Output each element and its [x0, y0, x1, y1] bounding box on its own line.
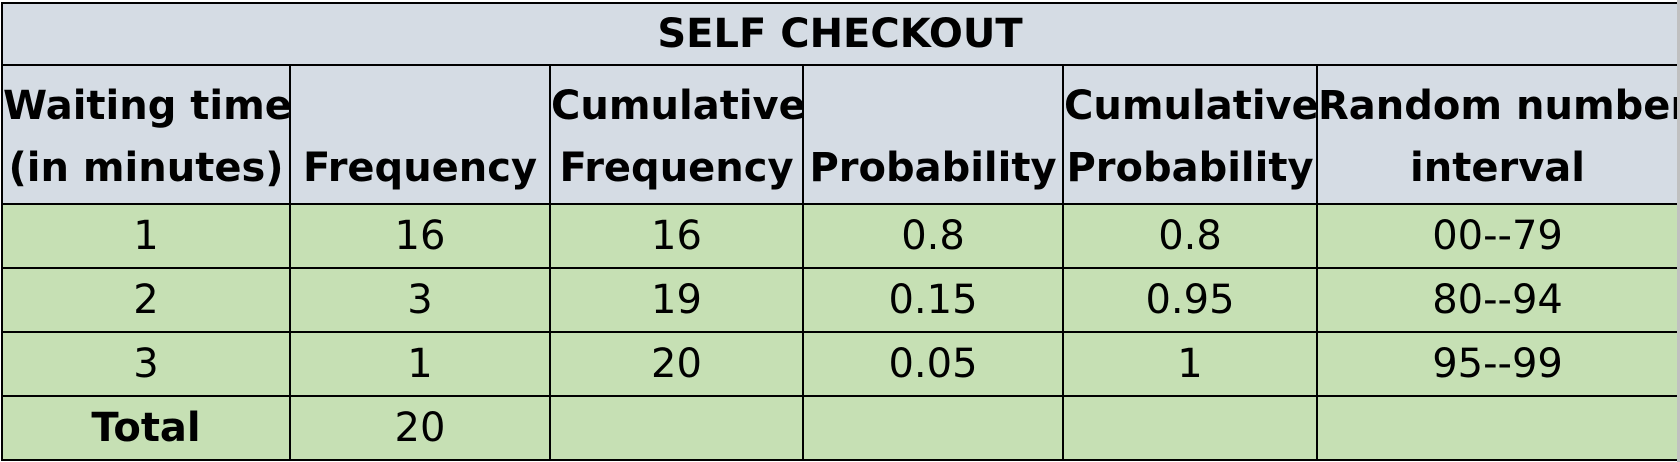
table-row: 2 3 19 0.15 0.95 80--94 [1, 267, 1680, 333]
table-row: 3 1 20 0.05 1 95--99 [1, 331, 1680, 397]
header-cumulative-probability[interactable]: Cumulative Probability [1062, 64, 1318, 205]
header-waiting-time[interactable]: Waiting time (in minutes) [1, 64, 291, 205]
cell-total-cumulative-probability[interactable] [1062, 395, 1318, 461]
cell-cumulative-frequency[interactable]: 20 [549, 331, 804, 397]
cell-total-probability[interactable] [802, 395, 1064, 461]
cell-waiting-time[interactable]: 2 [1, 267, 291, 333]
header-frequency[interactable]: Frequency [289, 64, 551, 205]
header-line-2: Frequency [302, 145, 538, 191]
cell-random-number-interval[interactable]: 80--94 [1315, 267, 1680, 333]
header-random-number-interval[interactable]: Random number interval [1315, 64, 1680, 205]
header-probability[interactable]: Probability [802, 64, 1064, 205]
header-line-2: interval [1410, 145, 1585, 191]
header-line-2: Frequency [559, 145, 794, 191]
header-line-2: Probability [1066, 145, 1314, 191]
header-cumulative-frequency[interactable]: Cumulative Frequency [549, 64, 804, 205]
cell-probability[interactable]: 0.05 [802, 331, 1064, 397]
cell-frequency[interactable]: 16 [289, 203, 551, 269]
header-line-1: Random number [1318, 83, 1679, 129]
cell-total-label[interactable]: Total [1, 395, 291, 461]
header-row: Waiting time (in minutes) Frequency Cumu… [1, 64, 1680, 205]
header-line-2: (in minutes) [8, 145, 284, 191]
cell-waiting-time[interactable]: 1 [1, 203, 291, 269]
cell-probability[interactable]: 0.15 [802, 267, 1064, 333]
cell-random-number-interval[interactable]: 00--79 [1315, 203, 1680, 269]
cell-total-frequency[interactable]: 20 [289, 395, 551, 461]
cell-cumulative-frequency[interactable]: 16 [549, 203, 804, 269]
cell-total-random-number-interval[interactable] [1315, 395, 1680, 461]
total-row: Total 20 [1, 395, 1680, 461]
cell-frequency[interactable]: 3 [289, 267, 551, 333]
cell-random-number-interval[interactable]: 95--99 [1315, 331, 1680, 397]
sheet-right-edge [1677, 0, 1680, 462]
cell-cumulative-probability[interactable]: 1 [1062, 331, 1318, 397]
cell-frequency[interactable]: 1 [289, 331, 551, 397]
header-line-1: Cumulative [551, 83, 803, 129]
cell-probability[interactable]: 0.8 [802, 203, 1064, 269]
table-title[interactable]: SELF CHECKOUT [0, 2, 1680, 66]
cell-cumulative-probability[interactable]: 0.8 [1062, 203, 1318, 269]
header-line-1: Waiting time [3, 83, 290, 129]
title-row: SELF CHECKOUT [0, 2, 1680, 66]
cell-cumulative-frequency[interactable]: 19 [549, 267, 804, 333]
cell-total-cumulative-frequency[interactable] [549, 395, 804, 461]
header-line-1: Cumulative [1064, 83, 1317, 129]
cell-waiting-time[interactable]: 3 [1, 331, 291, 397]
header-line-2: Probability [809, 145, 1057, 191]
cell-cumulative-probability[interactable]: 0.95 [1062, 267, 1318, 333]
table-row: 1 16 16 0.8 0.8 00--79 [1, 203, 1680, 269]
